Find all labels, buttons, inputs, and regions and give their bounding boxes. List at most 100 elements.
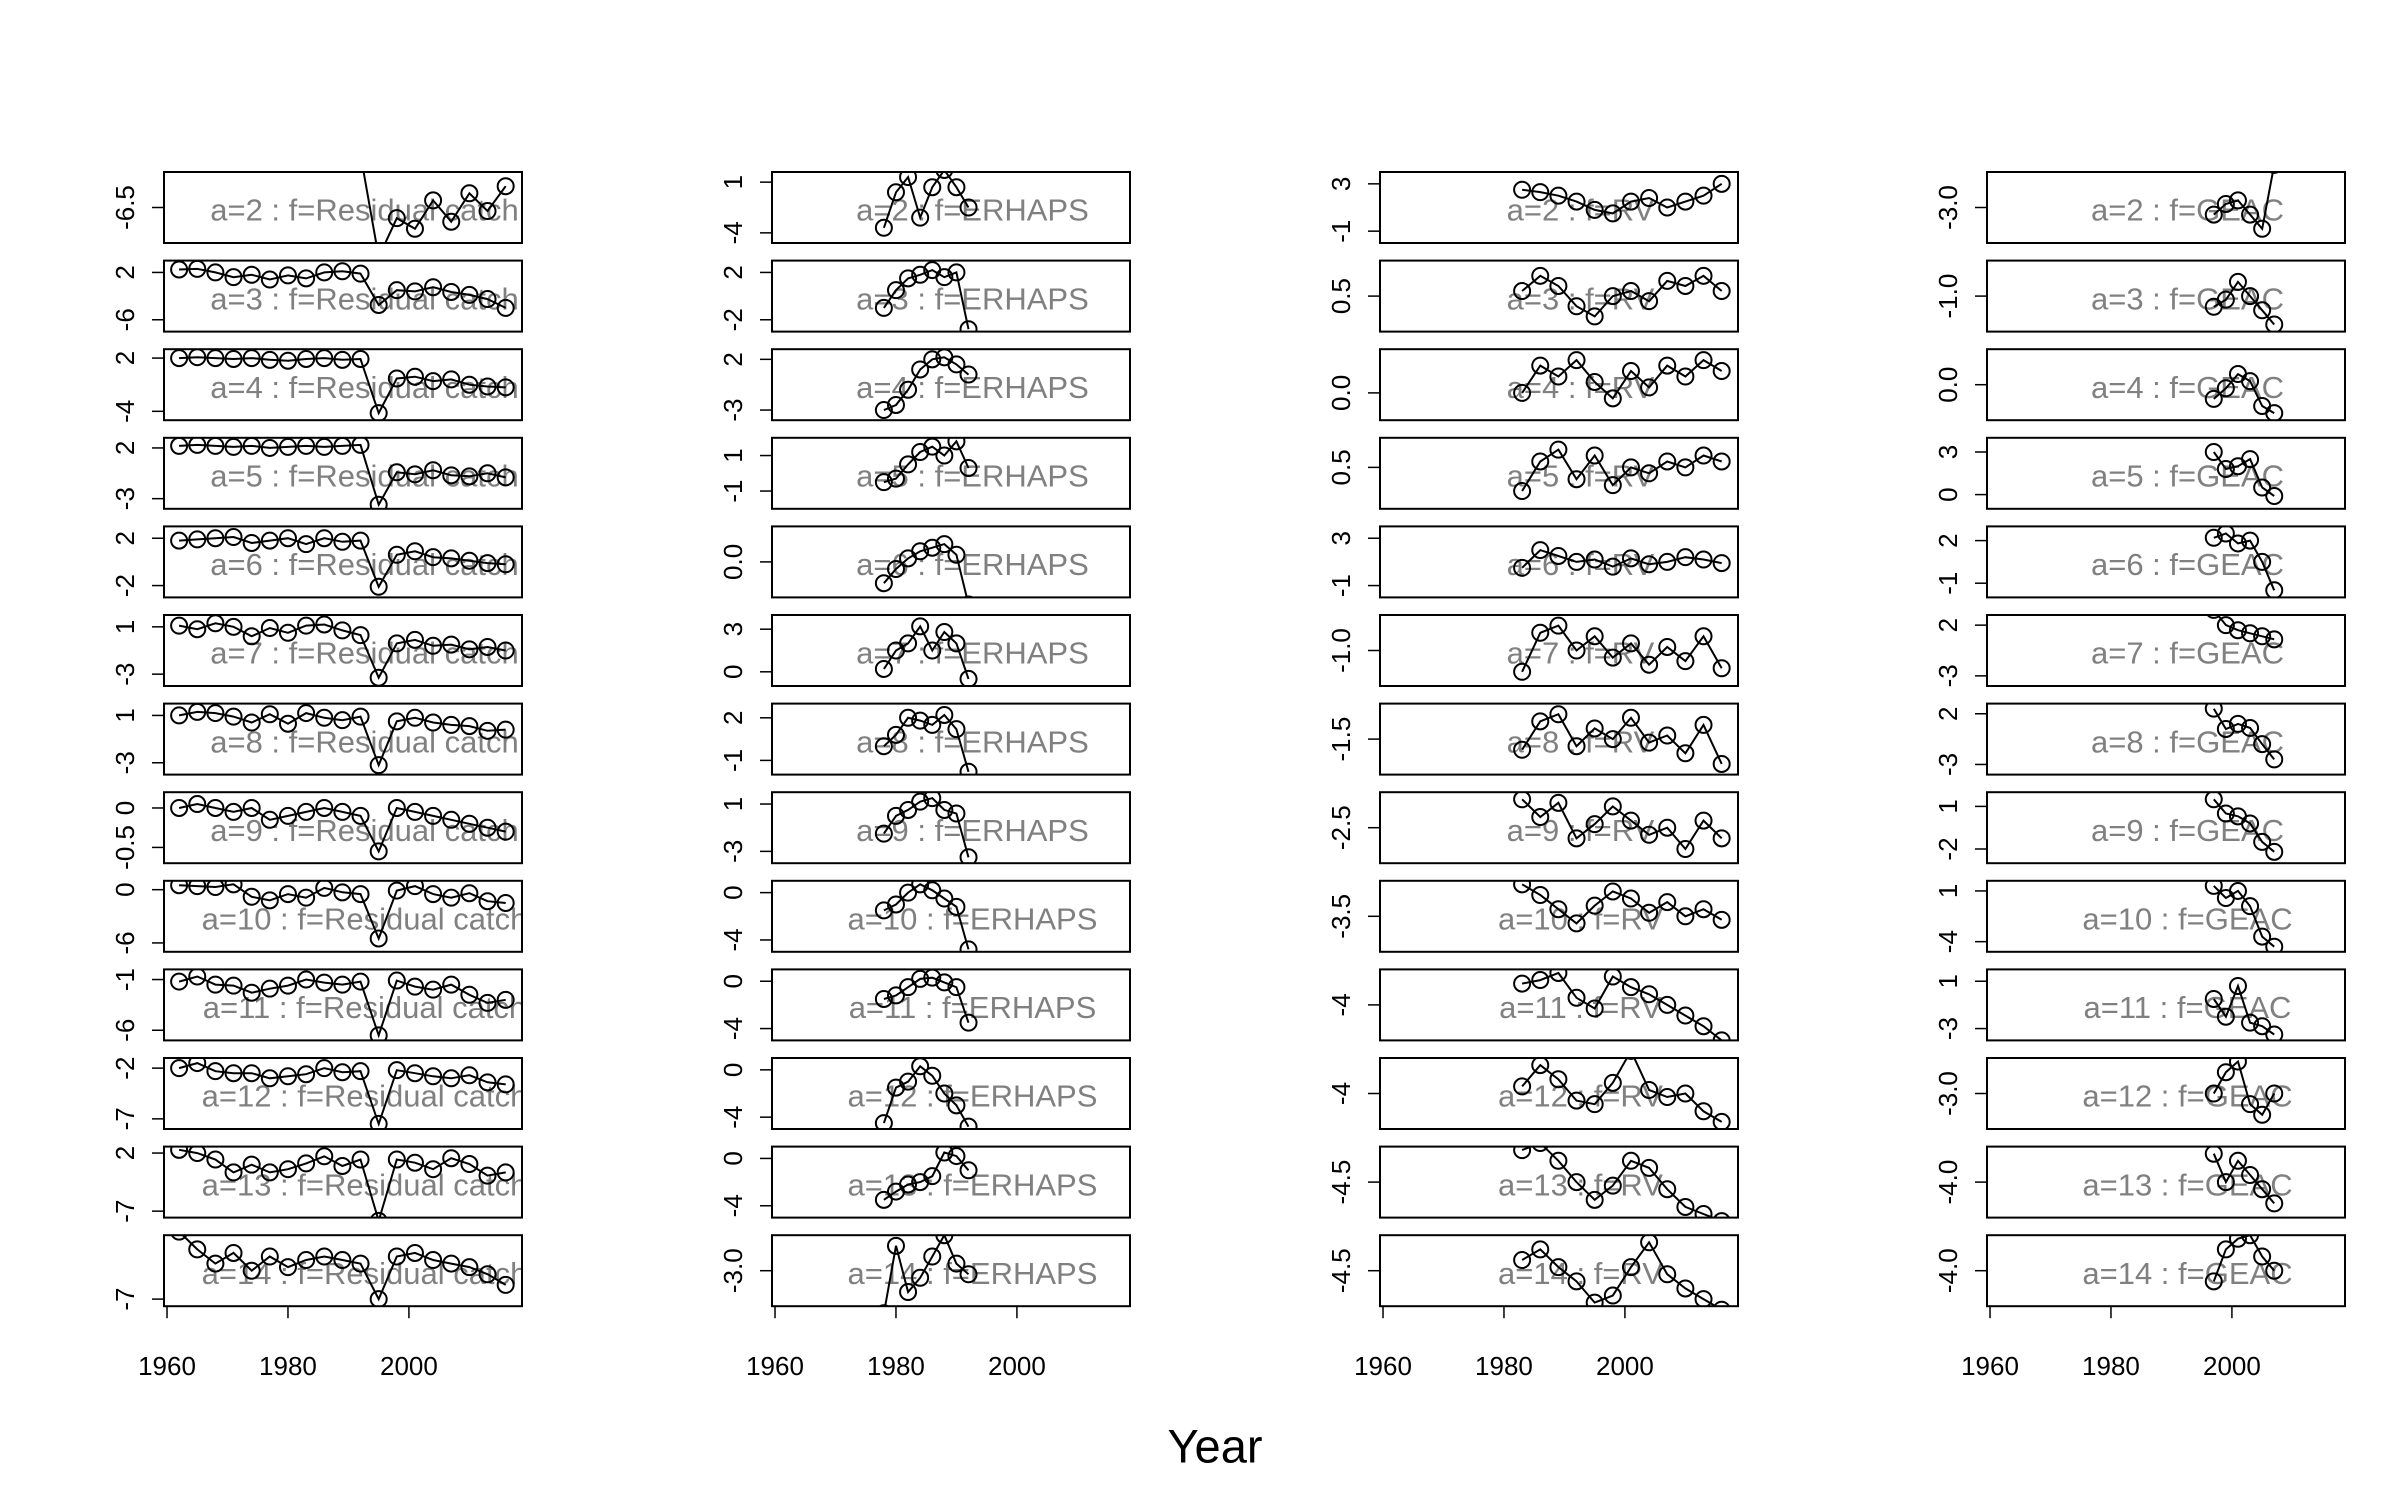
point — [460, 285, 479, 304]
y-tick-label: 2 — [718, 352, 748, 366]
point — [188, 1146, 207, 1163]
point — [1585, 550, 1604, 569]
point — [911, 443, 930, 461]
panel-frame — [771, 1234, 1131, 1308]
panel-label: a=4 : f=RV — [1507, 370, 1655, 405]
panel: 1 -3 a=11 : f=GEAC — [1933, 968, 2346, 1042]
point — [923, 641, 942, 660]
point — [478, 464, 497, 483]
y-tick-label: -3 — [1933, 753, 1963, 776]
point — [1658, 893, 1677, 912]
y-tick-label: 1 — [718, 175, 748, 189]
panel-frame — [163, 614, 523, 687]
point — [1603, 797, 1622, 816]
series-line — [883, 624, 970, 680]
series-line — [1521, 358, 1723, 400]
panel: 2 -6 a=3 : f=Residual catch — [110, 259, 523, 333]
point — [2204, 1146, 2223, 1163]
point — [242, 798, 261, 817]
point — [460, 814, 479, 833]
series-line — [883, 542, 968, 598]
y-tick-label: -2 — [110, 1057, 140, 1080]
point — [405, 367, 424, 386]
point — [1603, 882, 1622, 901]
point — [1585, 815, 1604, 834]
point — [1549, 546, 1568, 565]
point — [369, 404, 388, 421]
point — [297, 970, 316, 989]
point — [2206, 615, 2222, 619]
panel-frame — [771, 436, 1131, 510]
point — [1694, 900, 1713, 919]
y-tick-label: -3 — [718, 840, 748, 863]
point — [278, 1258, 297, 1277]
y-tick-label: 0.0 — [718, 544, 748, 580]
point — [1640, 464, 1659, 483]
y-tick-label: -4 — [718, 928, 748, 951]
point — [2265, 404, 2284, 421]
plot-area: a=11 : f=RV — [1499, 969, 1731, 1041]
point — [333, 262, 352, 281]
point — [351, 437, 370, 454]
y-tick-label: -1 — [718, 479, 748, 502]
panel-label: a=4 : f=Residual catch — [210, 370, 518, 405]
point — [899, 1283, 918, 1301]
point — [2253, 1180, 2272, 1199]
point — [170, 798, 189, 817]
series-line — [2212, 1153, 2275, 1205]
point — [1713, 1212, 1730, 1218]
point — [351, 531, 370, 550]
point — [1549, 440, 1568, 459]
point — [1621, 362, 1640, 381]
panel: 1 -4 a=2 : f=ERHAPS — [718, 171, 1131, 244]
point — [1567, 192, 1586, 211]
point — [242, 887, 261, 906]
point — [886, 986, 905, 1005]
panel: -3.0 a=2 : f=GEAC — [1933, 171, 2346, 244]
panel: 2 -4 a=4 : f=Residual catch — [110, 348, 523, 423]
panel-label: a=11 : f=RV — [1499, 990, 1662, 1025]
point — [1513, 482, 1532, 501]
point — [206, 704, 225, 723]
point — [334, 150, 350, 166]
point — [424, 980, 443, 999]
point — [1658, 818, 1677, 837]
series-line — [179, 535, 506, 590]
y-tick-label: -6.5 — [110, 185, 140, 230]
point — [351, 626, 370, 645]
y-tick-label: -7 — [110, 1107, 140, 1130]
point — [911, 792, 930, 811]
series-line — [1521, 712, 1723, 765]
point — [878, 1304, 890, 1307]
point — [1640, 985, 1659, 1004]
point — [478, 721, 497, 740]
point — [333, 1156, 352, 1175]
point — [387, 209, 406, 228]
point — [935, 623, 954, 642]
plot-area: a=7 : f=ERHAPS — [856, 617, 1089, 686]
point — [874, 1190, 893, 1209]
panel: 0.5 a=3 : f=RV — [1326, 259, 1739, 333]
point — [911, 208, 930, 227]
point — [1567, 914, 1586, 933]
y-tick-label: -4 — [718, 1017, 748, 1040]
point — [1658, 637, 1677, 656]
point — [935, 800, 954, 819]
series-line — [2212, 983, 2275, 1036]
point — [911, 265, 930, 284]
point — [442, 466, 461, 485]
point — [442, 635, 461, 654]
point — [442, 212, 461, 231]
point — [947, 355, 966, 374]
panel-frame — [771, 1057, 1131, 1130]
y-tick-label: -7 — [110, 1200, 140, 1223]
point — [2216, 194, 2235, 213]
point — [2216, 460, 2235, 479]
point — [2253, 219, 2272, 238]
plot-area: a=5 : f=RV — [1507, 440, 1731, 501]
point — [496, 298, 515, 317]
y-tick-label: -2 — [1933, 837, 1963, 860]
series-line — [1521, 1146, 1716, 1218]
